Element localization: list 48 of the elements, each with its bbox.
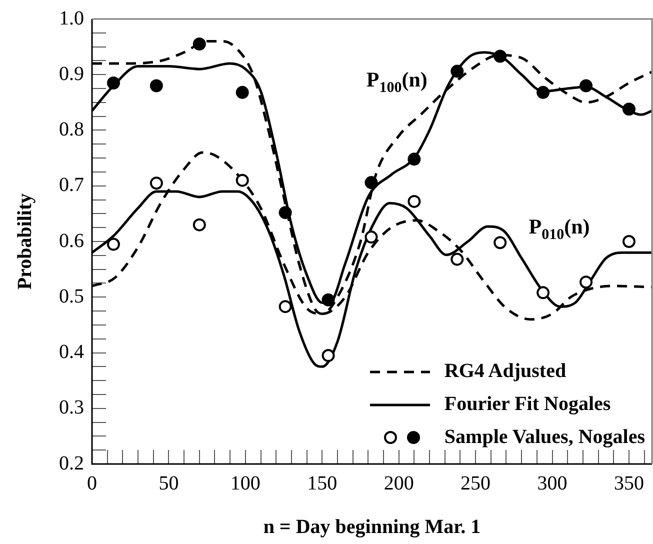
point xyxy=(236,174,249,187)
point xyxy=(536,286,550,300)
x-tick-label: 150 xyxy=(307,472,338,494)
point xyxy=(322,293,335,306)
point xyxy=(580,276,593,289)
y-tick-label: 0.7 xyxy=(59,174,84,196)
point xyxy=(450,64,464,78)
y-tick-label: 0.6 xyxy=(59,230,84,252)
point xyxy=(580,79,593,92)
x-axis-title: n = Day beginning Mar. 1 xyxy=(263,516,481,538)
y-tick-label: 0.8 xyxy=(59,118,84,140)
point xyxy=(364,230,378,244)
y-axis-title: Probability xyxy=(14,193,36,290)
point xyxy=(494,50,507,63)
x-tick-label: 50 xyxy=(158,472,179,494)
legend-label: Sample Values, Nogales xyxy=(444,426,645,449)
y-tick-label: 0.9 xyxy=(59,62,84,85)
x-tick-label: 300 xyxy=(537,472,568,494)
point xyxy=(192,218,206,232)
point xyxy=(106,76,120,90)
x-tick-label: 100 xyxy=(230,472,260,494)
point xyxy=(622,102,636,116)
point xyxy=(278,206,292,220)
point xyxy=(322,349,335,362)
y-tick-label: 0.5 xyxy=(59,285,84,308)
legend-label: Fourier Fit Nogales xyxy=(444,393,611,416)
y-tick-label: 0.4 xyxy=(59,341,84,363)
point xyxy=(236,86,249,99)
x-tick-label: 0 xyxy=(87,472,97,494)
point xyxy=(408,194,421,208)
point xyxy=(408,152,421,166)
y-tick-label: 0.2 xyxy=(59,452,84,474)
point xyxy=(192,38,206,51)
x-tick-label: 250 xyxy=(460,472,491,494)
legend-label: RG4 Adjusted xyxy=(444,360,566,383)
point xyxy=(494,236,507,250)
point xyxy=(450,252,464,266)
point xyxy=(106,238,120,251)
x-tick-label: 200 xyxy=(384,472,414,494)
y-tick-label: 0.3 xyxy=(59,396,84,419)
point xyxy=(278,300,292,314)
point xyxy=(536,86,550,99)
x-tick-label: 350 xyxy=(614,472,644,494)
point xyxy=(364,176,378,190)
point xyxy=(150,79,163,92)
point xyxy=(150,176,163,190)
y-tick-label: 1.0 xyxy=(59,7,84,30)
point xyxy=(622,235,636,248)
